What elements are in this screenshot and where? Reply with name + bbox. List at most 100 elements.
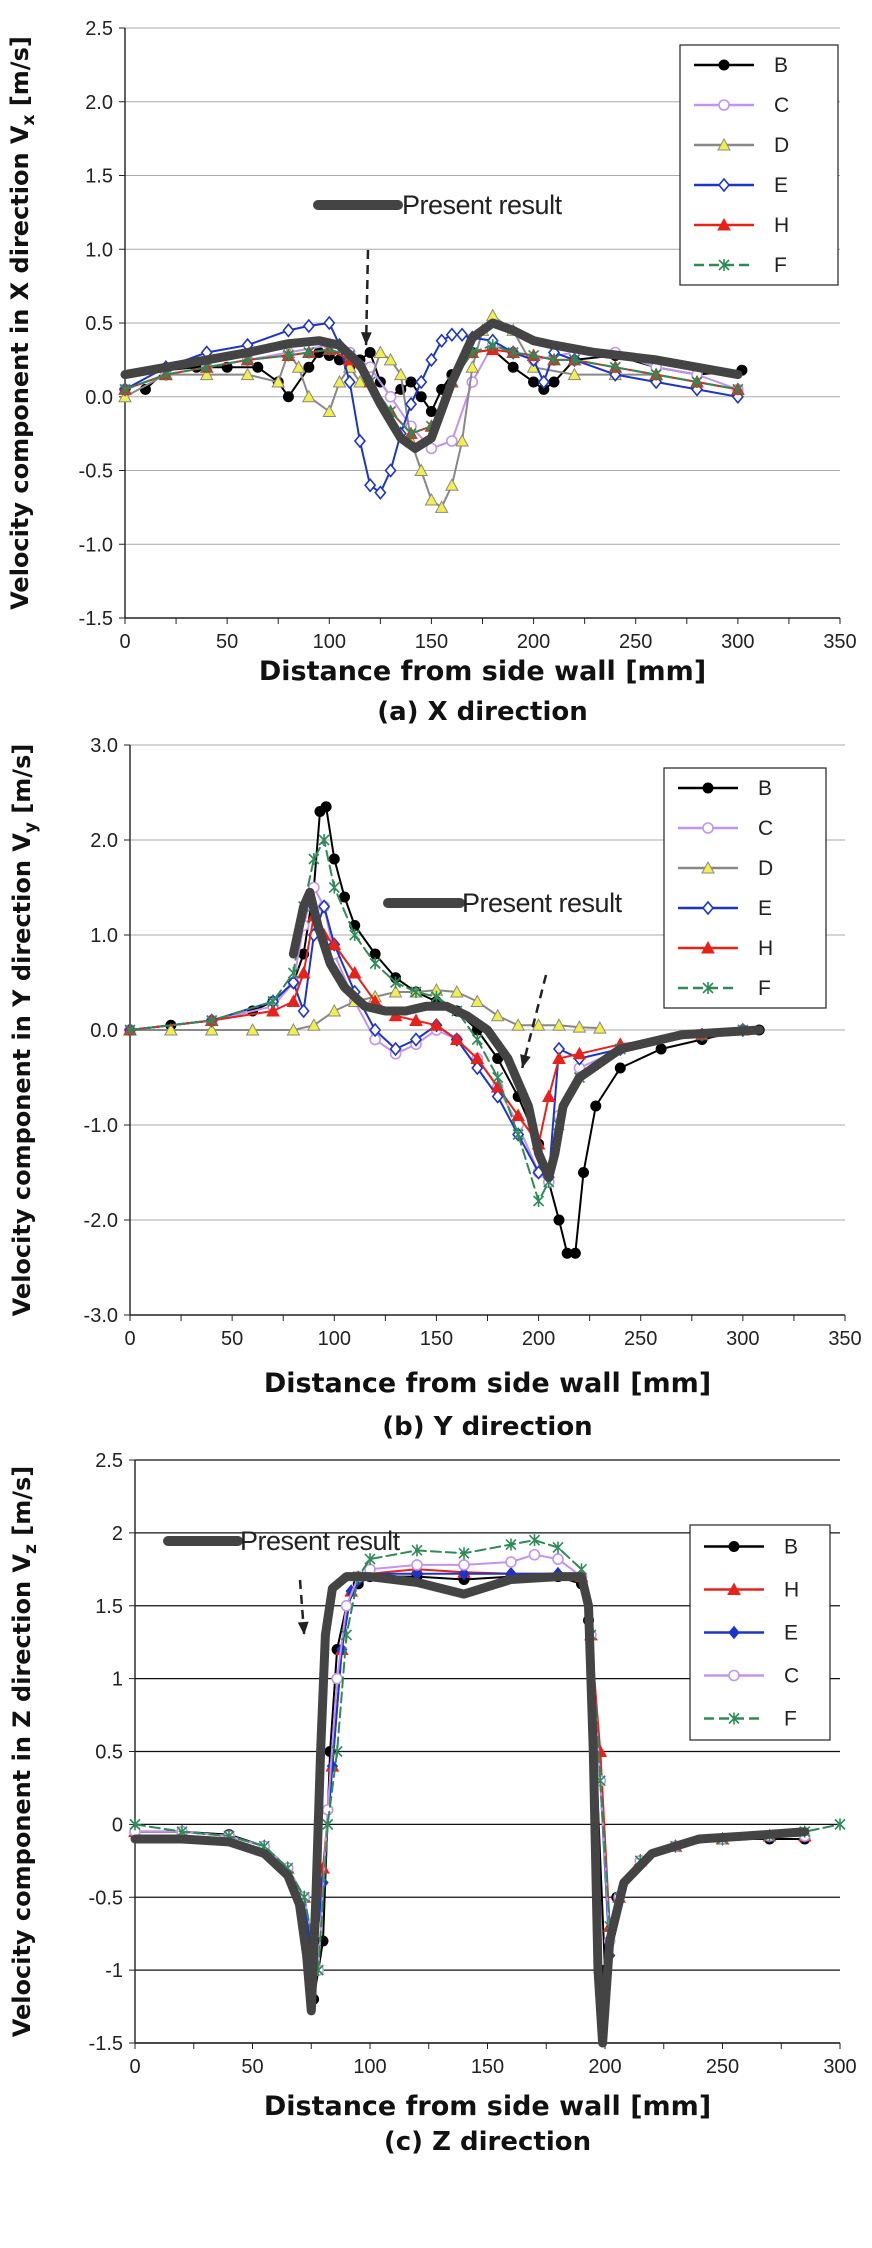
- data-point: [572, 1046, 587, 1060]
- data-point: [291, 360, 306, 373]
- data-point: [373, 345, 388, 358]
- x-tick-label: 250: [706, 2056, 739, 2078]
- data-point: [552, 1541, 564, 1554]
- data-point: [456, 327, 469, 343]
- data-point: [465, 360, 480, 373]
- legend-label: E: [758, 897, 772, 920]
- data-point: [446, 435, 458, 447]
- y-tick-label: 0: [112, 1814, 123, 1836]
- data-point: [307, 1018, 321, 1031]
- x-tick-label: 150: [420, 1328, 453, 1350]
- data-point: [409, 1013, 423, 1026]
- series-present-result: [120, 318, 743, 453]
- legend-marker: [728, 1669, 740, 1682]
- y-tick-label: 2.0: [85, 92, 113, 114]
- y-tick-label: -1.5: [79, 608, 113, 630]
- x-tick-label: 200: [588, 2056, 621, 2078]
- data-point: [320, 801, 332, 813]
- data-point: [388, 984, 403, 998]
- data-point: [691, 376, 703, 388]
- data-point: [425, 352, 438, 368]
- legend-label: C: [784, 1665, 799, 1688]
- data-point: [507, 361, 519, 373]
- data-point: [327, 1003, 342, 1017]
- y-tick-label: 0.5: [95, 1742, 123, 1764]
- x-tick-label: 300: [823, 2056, 856, 2078]
- data-point: [552, 1553, 564, 1565]
- y-tick-label: 1.0: [90, 925, 118, 947]
- data-point: [425, 406, 437, 417]
- data-point: [343, 374, 356, 390]
- y-axis-label: Velocity component in X direction Vx [m/…: [6, 36, 39, 610]
- y-tick-label: 2.0: [90, 830, 118, 852]
- legend-label: B: [758, 777, 772, 800]
- legend-label: H: [784, 1579, 799, 1602]
- chart-caption: (a) X direction: [377, 697, 588, 727]
- x-tick-label: 200: [522, 1328, 555, 1350]
- data-point: [164, 1022, 178, 1036]
- data-point: [572, 1020, 587, 1033]
- data-point: [537, 374, 550, 390]
- data-point: [340, 1599, 353, 1612]
- series-present-result: [130, 1572, 810, 2048]
- data-point: [593, 1021, 607, 1034]
- data-point: [614, 1062, 626, 1074]
- series-h: [123, 908, 750, 1150]
- data-point: [393, 367, 408, 381]
- data-point: [322, 1818, 334, 1831]
- legend-marker: [701, 900, 715, 916]
- legend-label: B: [774, 54, 788, 77]
- data-point: [124, 1024, 136, 1036]
- data-point: [511, 1018, 525, 1031]
- legend-marker: [702, 982, 714, 994]
- chart-caption: (c) Z direction: [384, 2127, 591, 2157]
- data-point: [369, 1022, 382, 1038]
- data-point: [390, 976, 402, 989]
- x-axis-label: Distance from side wall [mm]: [264, 1368, 711, 1399]
- legend-marker: [702, 782, 714, 794]
- data-point: [364, 478, 377, 493]
- y-tick-label: 3.0: [90, 735, 118, 757]
- data-point: [531, 1018, 546, 1031]
- data-point: [471, 1033, 483, 1046]
- y-tick-label: 0.0: [85, 387, 113, 409]
- annotation-arrowhead: [297, 1621, 309, 1635]
- y-tick-label: -1.5: [89, 2033, 123, 2055]
- legend-label: B: [784, 1536, 798, 1559]
- data-point: [455, 433, 469, 447]
- data-point: [424, 492, 439, 506]
- data-point: [349, 929, 361, 941]
- data-point: [303, 361, 315, 373]
- data-point: [364, 347, 376, 358]
- data-point: [296, 965, 311, 979]
- x-tick-label: 250: [619, 631, 652, 653]
- x-tick-label: 250: [624, 1328, 657, 1350]
- data-point: [487, 339, 499, 352]
- data-point: [271, 374, 286, 388]
- y-tick-label: -3.0: [84, 1305, 118, 1327]
- chart-2: -3.0 -2.0 -1.0 0.0 1.0 2.0 3.0 0 50 100 150 200 250 3…: [8, 735, 862, 1442]
- data-point: [552, 1018, 566, 1031]
- data-point: [302, 318, 315, 334]
- y-tick-label: 2: [112, 1523, 123, 1545]
- data-point: [353, 433, 366, 449]
- legend-marker: [727, 1582, 741, 1595]
- data-point: [458, 1559, 470, 1571]
- annotation-arrow: [364, 249, 370, 346]
- data-point: [511, 1108, 525, 1121]
- data-point: [492, 1071, 504, 1084]
- chart-caption: (b) Y direction: [382, 1412, 592, 1442]
- x-tick-label: 100: [353, 2056, 386, 2078]
- data-point: [282, 349, 294, 362]
- data-point: [415, 374, 428, 390]
- data-point: [505, 1538, 517, 1551]
- data-point: [528, 376, 540, 388]
- x-tick-label: 0: [129, 2056, 140, 2078]
- x-tick-label: 150: [471, 2056, 504, 2078]
- legend-label: D: [758, 857, 773, 880]
- data-point: [650, 368, 662, 381]
- y-tick-label: -0.5: [79, 461, 113, 483]
- data-point: [553, 1214, 565, 1226]
